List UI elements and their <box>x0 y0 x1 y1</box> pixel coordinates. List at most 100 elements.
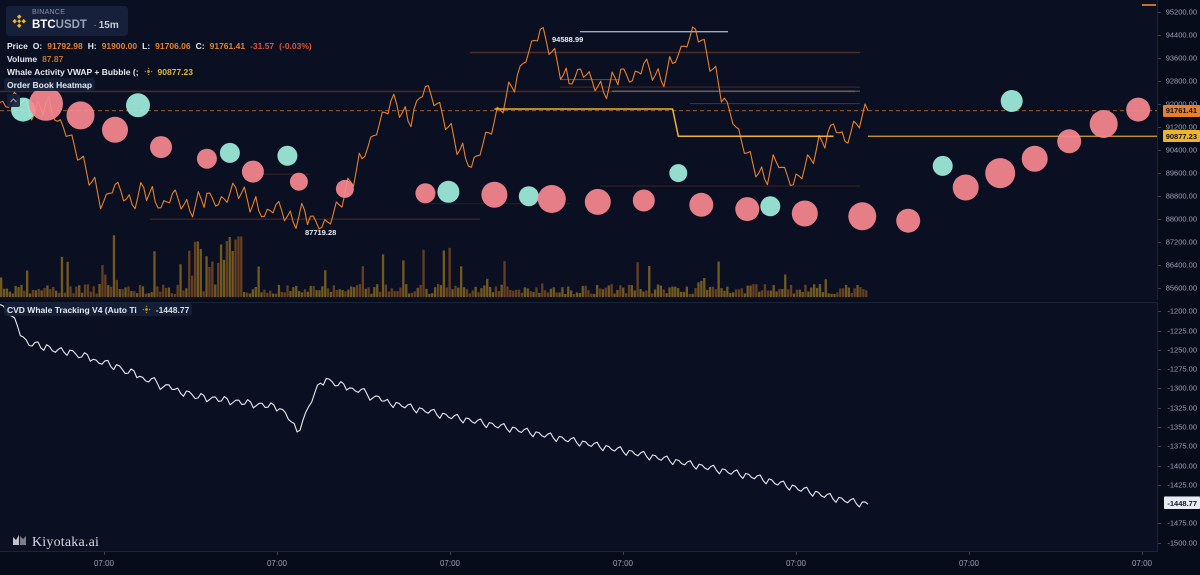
volume-bar <box>815 287 819 297</box>
volume-bar <box>570 290 573 297</box>
time-axis-label: 07:00 <box>785 559 807 568</box>
cvd-axis-label: -1200.00 <box>1167 306 1197 316</box>
volume-bar <box>361 266 364 297</box>
volume-bar <box>737 289 741 297</box>
whale-bubble-sell <box>1057 129 1082 154</box>
price-axis-label: 92000.00 <box>1166 99 1197 108</box>
volume-bar <box>399 287 402 297</box>
binance-logo-icon <box>12 14 26 29</box>
volume-bar <box>196 241 199 297</box>
volume-bar <box>434 287 437 297</box>
volume-bar <box>821 292 824 297</box>
volume-bar <box>416 287 419 297</box>
price-scale-axis[interactable]: 95200.00 94400.00 93600.00 92800.00 92000.00… <box>1157 0 1200 300</box>
cvd-tag-last[interactable]: -1448.77 <box>1164 497 1200 510</box>
cvd-scale-axis[interactable]: -1200.00 -1225.00 -1250.00 -1275.00 -1300.00… <box>1157 302 1200 552</box>
price-change-value: -31.57 <box>250 40 275 51</box>
price-change-percent: (-0.03%) <box>279 40 312 51</box>
volume-bar <box>431 293 434 297</box>
symbol-chip[interactable]: BINANCE BTCUSDT · 15m <box>6 6 128 37</box>
volume-bar <box>842 288 845 297</box>
price-tag-last[interactable]: 91761.41 <box>1162 104 1200 117</box>
legend-row-price[interactable]: Price O: 91792.98 H: 91900.00 L: 91706.0… <box>4 39 315 52</box>
volume-bar <box>144 293 147 297</box>
volume-bar <box>671 286 674 297</box>
cvd-axis-label: -1300.00 <box>1167 383 1197 393</box>
legend-row-orderbook[interactable]: Order Book Heatmap <box>4 78 96 92</box>
settings-gear-icon-cvd[interactable] <box>142 305 151 314</box>
volume-bar <box>775 291 778 297</box>
volume-legend-value: 87.87 <box>42 53 64 64</box>
volume-bar <box>474 286 477 297</box>
whale-bubble-buy <box>277 145 298 166</box>
whale-bubble-sell <box>415 183 436 204</box>
whale-bubble-buy <box>518 186 539 207</box>
volume-bar <box>295 285 298 297</box>
cvd-axis-label: -1475.00 <box>1167 518 1197 528</box>
symbol-base: BTC <box>32 19 56 32</box>
volume-bar <box>248 293 252 297</box>
volume-bar <box>477 292 480 297</box>
volume-bar <box>428 293 431 297</box>
volume-bar <box>619 285 622 297</box>
volume-bar <box>231 251 234 297</box>
volume-bar <box>763 284 767 297</box>
volume-bar <box>769 290 772 297</box>
price-axis-tick <box>1158 34 1161 36</box>
price-pane[interactable] <box>0 0 1158 300</box>
volume-bar <box>355 285 359 297</box>
volume-bar <box>436 284 440 297</box>
volume-bar <box>865 290 868 297</box>
whale-bubble-buy <box>932 155 953 176</box>
volume-bar <box>425 288 428 297</box>
volume-bar <box>309 285 312 297</box>
cvd-axis-tick <box>1158 465 1161 467</box>
legend-row-cvd[interactable]: CVD Whale Tracking V4 (Auto Ti -1448.77 <box>4 303 193 316</box>
ohlc-high-value: 91900.00 <box>101 40 138 51</box>
cvd-axis-tick <box>1158 542 1161 544</box>
volume-bar <box>95 293 98 297</box>
volume-bar <box>682 291 686 297</box>
volume-bar <box>243 292 246 297</box>
volume-bar <box>711 286 715 297</box>
legend-row-whale-vwap[interactable]: Whale Activity VWAP + Bubble (; 90877.23 <box>4 65 196 78</box>
cvd-axis-label: -1500.00 <box>1167 538 1197 548</box>
volume-bar <box>338 289 341 297</box>
volume-bar <box>164 288 168 297</box>
cvd-pane[interactable] <box>0 302 1158 553</box>
volume-bar <box>272 293 275 297</box>
volume-bar <box>341 290 344 297</box>
volume-bar <box>853 288 856 297</box>
volume-bar <box>159 291 162 297</box>
volume-bar <box>240 236 243 297</box>
collapse-pane-button[interactable] <box>7 94 20 108</box>
volume-bar <box>245 292 249 297</box>
price-axis-label: 92800.00 <box>1165 76 1197 86</box>
volume-bar <box>607 285 610 297</box>
volume-bar <box>772 285 775 297</box>
cvd-axis-label: -1250.00 <box>1167 345 1197 355</box>
time-scale-axis[interactable]: 07:00 07:00 07:00 07:00 07:00 07:00 07:00 <box>0 551 1158 575</box>
ohlc-close-value: 91761.41 <box>209 40 246 51</box>
settings-gear-icon[interactable] <box>143 67 153 76</box>
volume-bar <box>627 284 631 297</box>
whale-bubble-sell <box>952 174 979 201</box>
cvd-line-series <box>0 303 869 508</box>
volume-bar <box>109 286 113 297</box>
whale-bubble-buy <box>760 196 781 217</box>
volume-bar <box>63 292 66 297</box>
volume-bar <box>633 290 636 297</box>
volume-bar <box>460 266 463 297</box>
volume-bar <box>17 287 20 297</box>
volume-bar <box>52 286 55 297</box>
volume-bar <box>373 287 376 297</box>
whale-bubble-sell <box>985 158 1016 189</box>
legend-row-volume[interactable]: Volume 87.87 <box>4 52 66 65</box>
whale-bubble-sell <box>289 172 308 191</box>
volume-bar <box>315 290 318 297</box>
volume-bar <box>14 285 17 297</box>
volume-bar <box>465 289 469 297</box>
volume-bar <box>538 292 541 297</box>
price-tag-vwap[interactable]: 90877.23 <box>1162 130 1200 143</box>
